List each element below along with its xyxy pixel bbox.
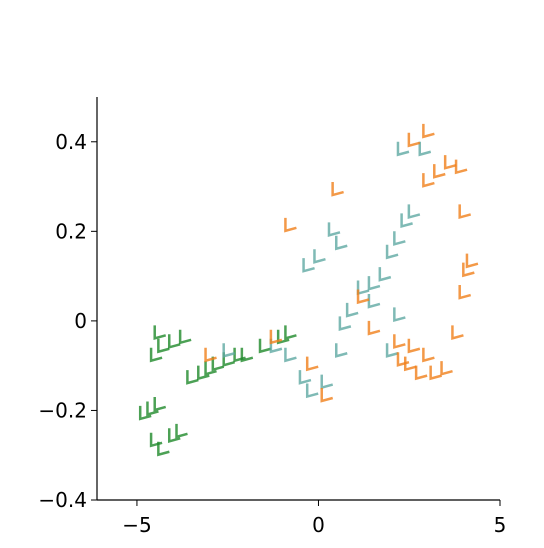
point: [429, 365, 442, 381]
point: [440, 361, 453, 376]
point: [269, 329, 283, 345]
x-tick-label: 0: [312, 513, 325, 537]
point: [327, 222, 341, 237]
point: [157, 338, 170, 354]
point: [393, 231, 406, 246]
point: [240, 347, 254, 363]
point: [433, 164, 446, 179]
point: [367, 276, 381, 291]
point: [414, 365, 428, 381]
point: [233, 347, 246, 363]
point: [356, 280, 370, 296]
y-tick-label: 0.4: [55, 130, 87, 154]
point: [167, 428, 181, 443]
point: [149, 347, 163, 363]
point: [305, 356, 319, 372]
point: [378, 267, 392, 282]
point: [458, 285, 472, 300]
point: [400, 213, 413, 229]
point: [197, 365, 210, 381]
point: [331, 182, 344, 197]
point: [313, 249, 326, 264]
point: [407, 338, 421, 354]
point: [276, 329, 290, 345]
point: [320, 374, 334, 390]
point: [396, 352, 410, 367]
point: [335, 235, 348, 251]
point: [186, 370, 199, 385]
point: [157, 441, 170, 457]
point: [178, 329, 192, 345]
point: [305, 383, 319, 399]
point: [367, 320, 381, 336]
point: [335, 343, 348, 358]
x-tick-label: −5: [122, 513, 151, 537]
point: [422, 123, 435, 139]
point: [138, 405, 152, 421]
point: [407, 204, 421, 220]
point: [367, 293, 381, 309]
point: [204, 361, 217, 376]
point: [302, 258, 315, 273]
point: [153, 325, 167, 340]
point: [204, 347, 217, 363]
point: [418, 141, 432, 157]
point: [403, 356, 417, 372]
point: [451, 325, 464, 340]
point: [393, 334, 406, 349]
point: [153, 396, 167, 412]
point: [149, 432, 163, 448]
point: [385, 244, 399, 260]
point: [407, 132, 421, 148]
point: [284, 347, 297, 363]
y-tick-label: −0.2: [38, 398, 87, 422]
point: [175, 423, 188, 439]
y-tick-label: 0.2: [55, 219, 87, 243]
point: [454, 159, 468, 175]
y-tick-label: −0.4: [38, 488, 87, 512]
point: [258, 338, 272, 354]
point: [393, 307, 406, 323]
point: [320, 388, 334, 403]
point: [284, 217, 297, 233]
point: [284, 325, 297, 340]
point: [458, 204, 472, 220]
x-tick-label: 5: [494, 513, 507, 537]
y-tick-label: 0: [74, 309, 87, 333]
point: [385, 343, 399, 358]
point: [338, 316, 352, 332]
point: [222, 343, 236, 358]
point: [211, 356, 225, 372]
point: [422, 347, 435, 363]
point: [356, 289, 370, 305]
point: [298, 370, 312, 385]
point: [443, 155, 457, 170]
point: [462, 262, 475, 278]
point: [465, 253, 479, 269]
point: [167, 334, 181, 349]
point: [396, 141, 410, 157]
point: [345, 302, 359, 318]
point: [422, 173, 435, 188]
point: [146, 401, 159, 417]
